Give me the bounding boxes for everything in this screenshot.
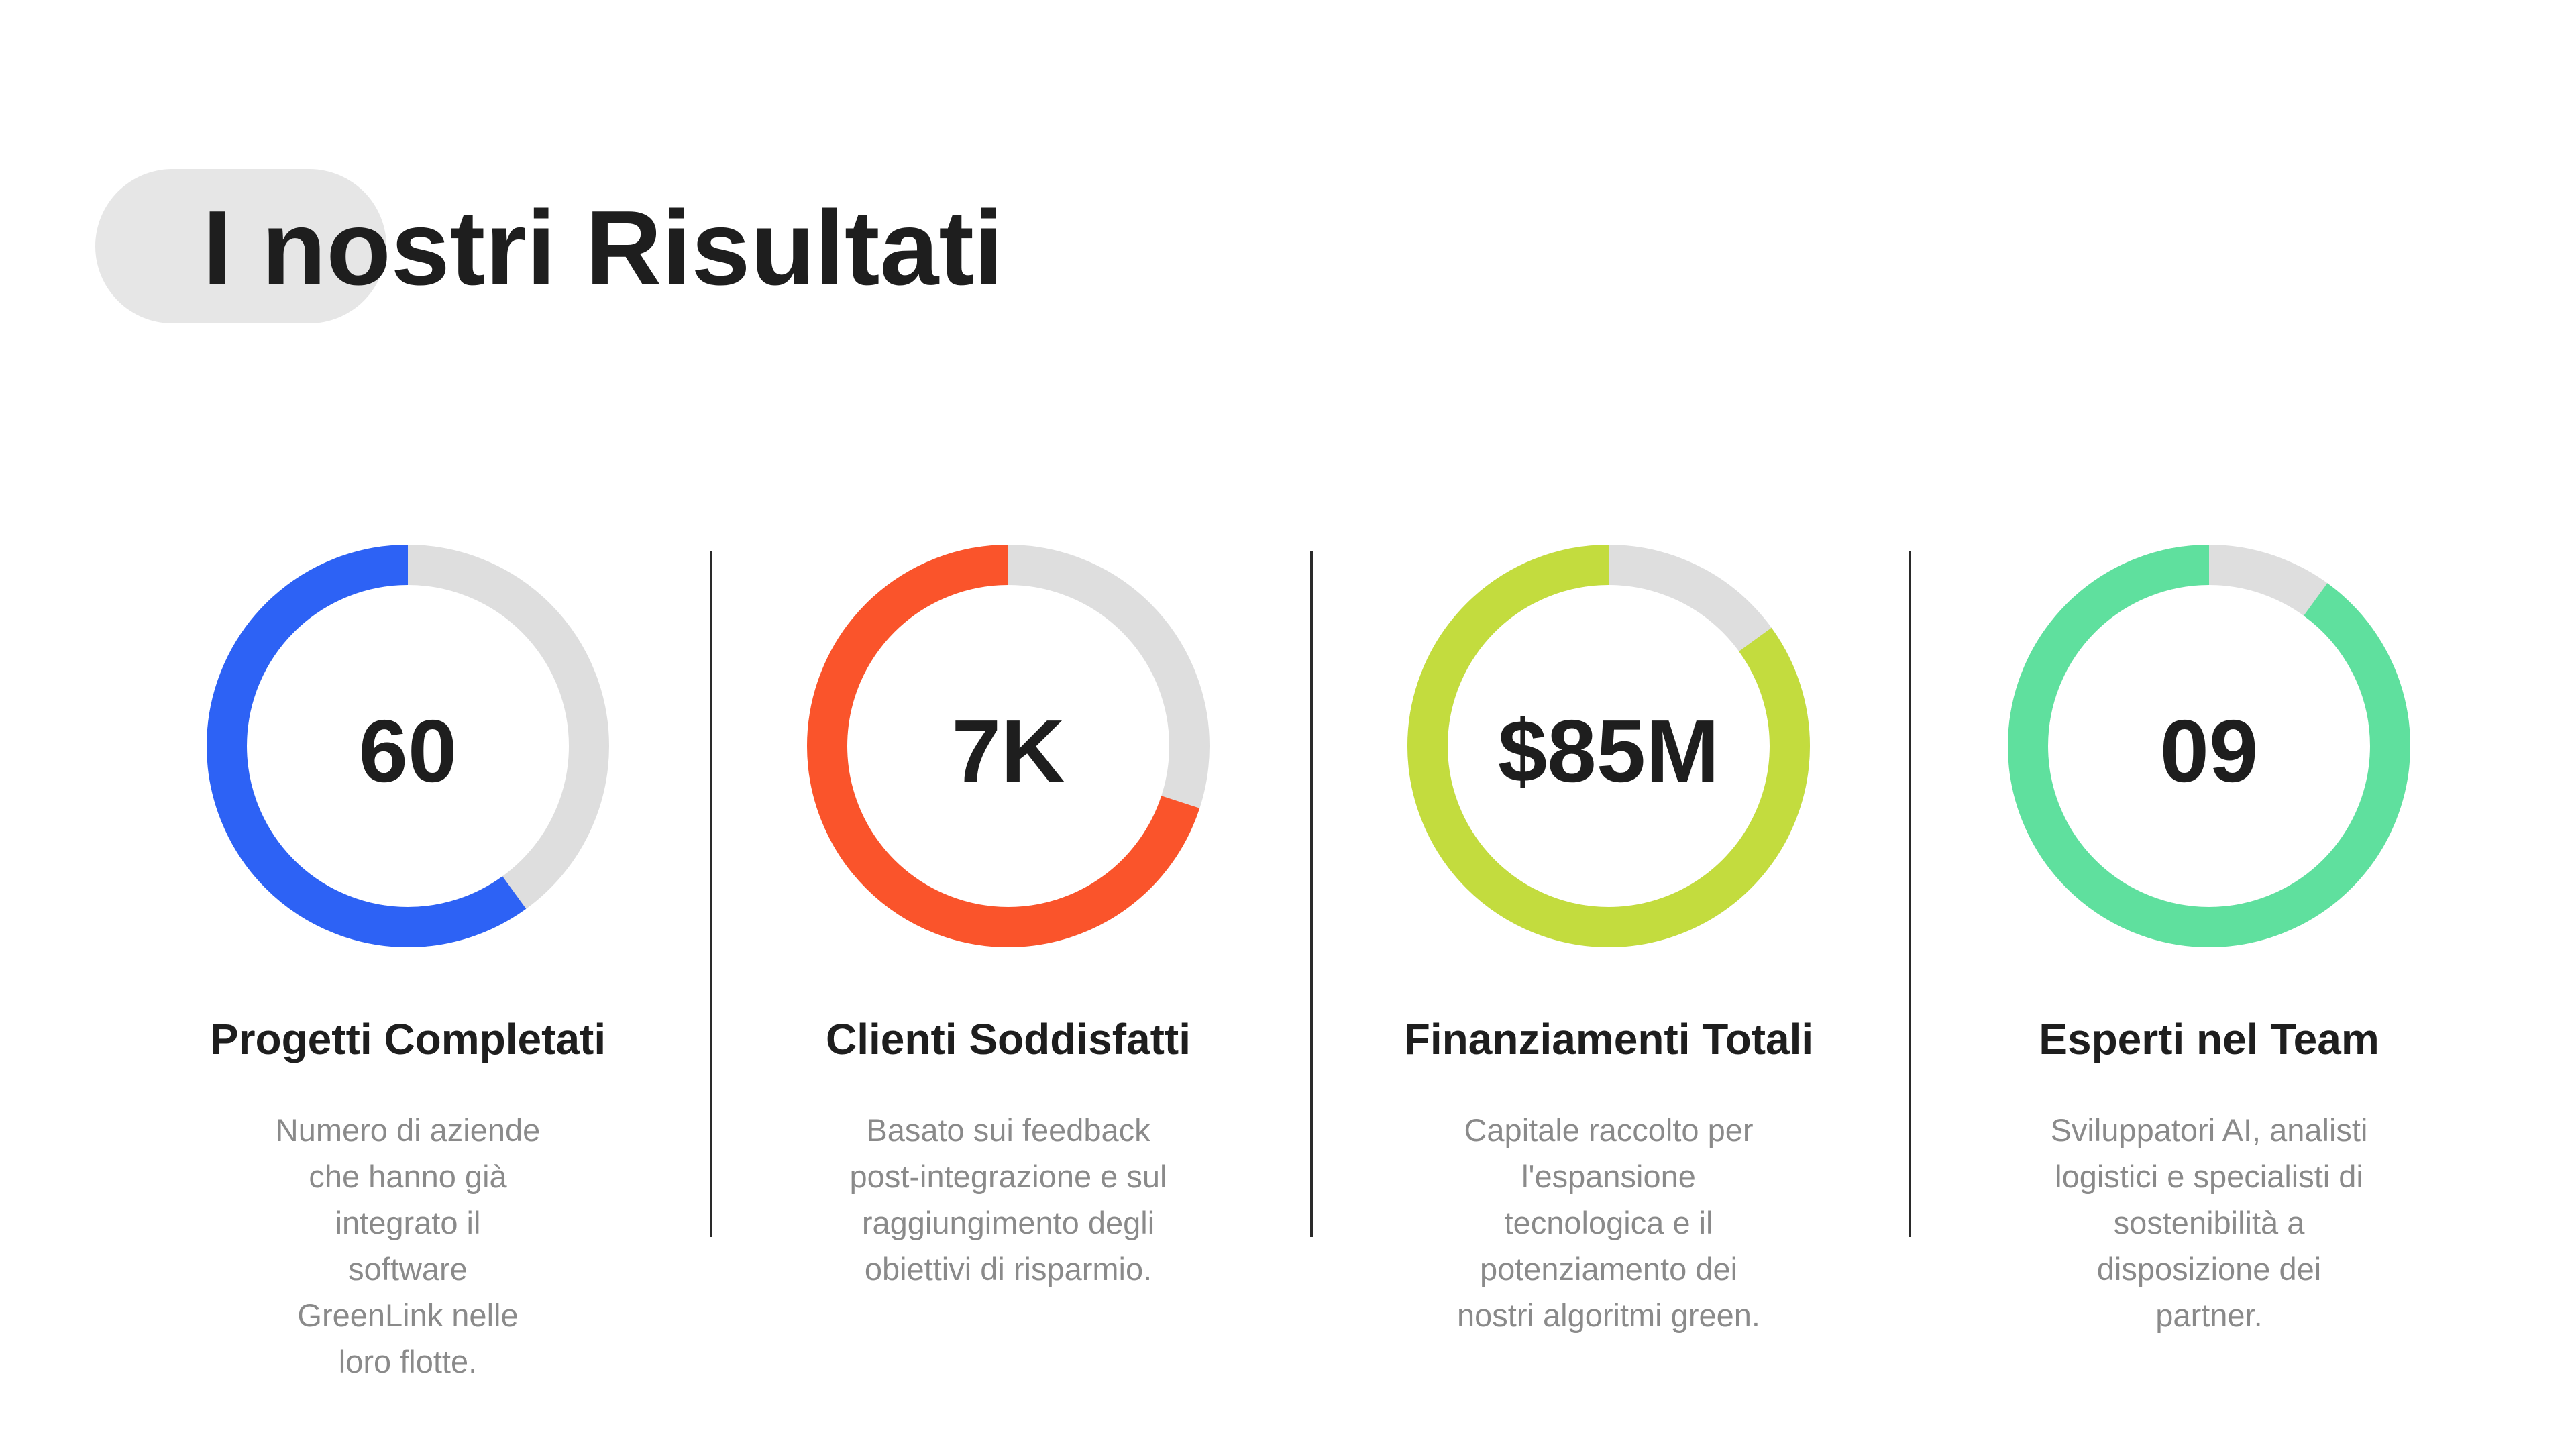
ring-progress: [2008, 545, 2410, 947]
stat-description: Basato sui feedback post-integrazione e …: [849, 1112, 1167, 1287]
progress-ring: 60: [207, 545, 609, 947]
stat-value: $85M: [1497, 701, 1720, 800]
divider-3: [1909, 551, 1911, 1237]
stat-label: Finanziamenti Totali: [1403, 1015, 1814, 1063]
stat-esperti: 09 Esperti nel Team Sviluppatori AI, ana…: [1941, 545, 2477, 1350]
divider-2: [1310, 551, 1313, 1237]
divider-1: [710, 551, 712, 1237]
donut-chart: [2008, 545, 2410, 947]
progress-ring: 09: [2008, 545, 2410, 947]
donut-chart: [1407, 545, 1810, 947]
stat-value: 60: [358, 701, 458, 800]
stat-description: Sviluppatori AI, analisti logistici e sp…: [2050, 1112, 2368, 1333]
donut-chart: [807, 545, 1210, 947]
donut-chart: [207, 545, 609, 947]
stat-label: Clienti Soddisfatti: [826, 1015, 1191, 1063]
page-title: I nostri Risultati: [203, 189, 1004, 307]
stat-label: Progetti Completati: [209, 1015, 606, 1063]
stat-value: 7K: [951, 701, 1065, 800]
stat-finanziamenti: $85M Finanziamenti Totali Capitale racco…: [1340, 545, 1877, 1350]
progress-ring: 7K: [807, 545, 1210, 947]
ring-progress: [207, 545, 609, 947]
progress-ring: $85M: [1407, 545, 1810, 947]
stat-progetti: 60 Progetti Completati Numero di aziende…: [140, 545, 676, 1379]
stat-value: 09: [2159, 701, 2259, 800]
ring-progress: [807, 545, 1210, 947]
stat-label: Esperti nel Team: [2039, 1015, 2379, 1063]
stat-description: Capitale raccolto per l'espansione tecno…: [1457, 1112, 1760, 1333]
title-pill: [95, 169, 386, 323]
stat-description: Numero di aziende che hanno già integrat…: [275, 1112, 541, 1379]
stat-clienti: 7K Clienti Soddisfatti Basato sui feedba…: [740, 545, 1277, 1350]
ring-progress: [1407, 545, 1810, 947]
